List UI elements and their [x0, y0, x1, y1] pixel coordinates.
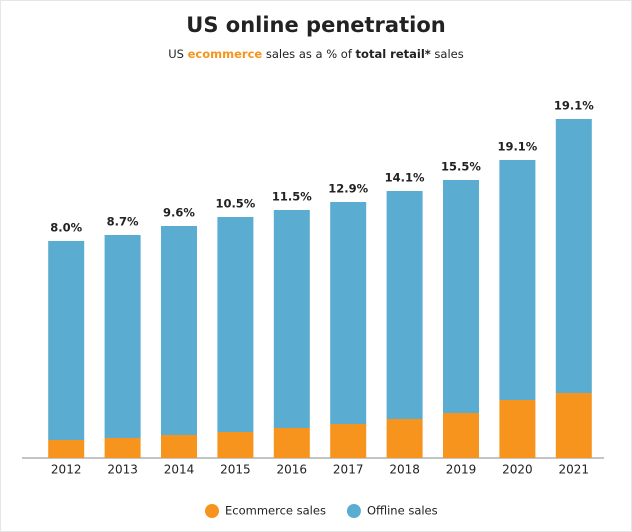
subtitle-part: sales as a % of [262, 47, 355, 61]
value-label: 19.1% [554, 99, 594, 113]
bar-segment [499, 160, 536, 400]
subtitle-part: ecommerce [188, 47, 263, 61]
x-tick-label: 2019 [446, 463, 477, 477]
x-tick-label: 2017 [333, 463, 364, 477]
legend-swatch [346, 504, 361, 518]
bar-segment [555, 119, 592, 393]
bar-segment [443, 180, 479, 413]
value-label: 19.1% [497, 140, 537, 154]
subtitle-part: US [168, 47, 187, 61]
chart-title: US online penetration [186, 13, 445, 37]
bar-segment [217, 432, 254, 458]
bar-segment [273, 428, 310, 458]
bar-segment [161, 226, 197, 435]
value-label: 8.7% [107, 215, 139, 229]
x-tick-label: 2018 [389, 463, 420, 477]
value-label: 15.5% [441, 160, 481, 174]
bar-segment [104, 438, 141, 458]
value-label: 9.6% [163, 206, 195, 220]
value-label: 11.5% [272, 190, 312, 204]
x-tick-label: 2020 [502, 463, 533, 477]
bar-segment [217, 217, 254, 432]
x-tick-label: 2021 [559, 463, 590, 477]
value-label: 14.1% [385, 171, 425, 185]
value-label: 12.9% [328, 182, 368, 196]
bar-segment [555, 393, 592, 458]
bar-segment [161, 435, 197, 458]
subtitle-part: total retail* [356, 47, 431, 61]
subtitle-part: sales [431, 47, 464, 61]
x-tick-label: 2012 [51, 463, 82, 477]
bar-segment [499, 400, 536, 458]
value-label: 10.5% [215, 197, 255, 211]
x-tick-label: 2016 [277, 463, 308, 477]
bar-segment [386, 191, 423, 419]
bar-segment [104, 235, 141, 438]
chart-subtitle: US ecommerce sales as a % of total retai… [168, 47, 464, 61]
bar-segment [48, 440, 85, 458]
bar-segment [330, 424, 367, 458]
bar-segment [443, 413, 479, 458]
legend-label: Offline sales [367, 504, 438, 518]
x-tick-label: 2015 [220, 463, 251, 477]
value-label: 8.0% [50, 221, 82, 235]
bar-segment [386, 419, 423, 458]
legend-label: Ecommerce sales [225, 504, 326, 518]
bar-segment [48, 241, 85, 440]
bar-segment [273, 210, 310, 428]
x-tick-label: 2013 [107, 463, 138, 477]
bar-segment [330, 202, 367, 424]
legend-swatch [205, 504, 219, 518]
x-tick-label: 2014 [164, 463, 195, 477]
